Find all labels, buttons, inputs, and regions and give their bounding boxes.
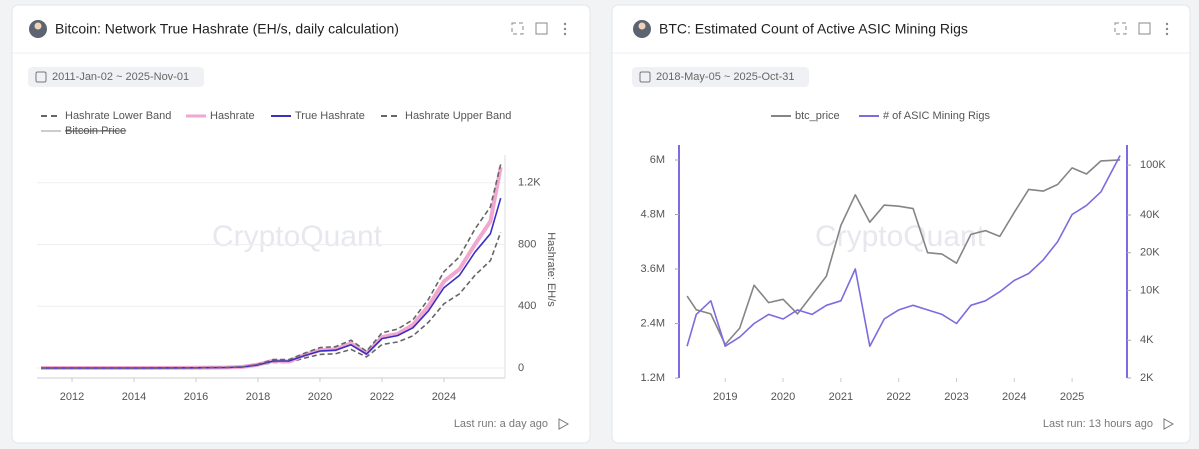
date-pill[interactable] bbox=[632, 67, 809, 87]
x-tick-label: 2012 bbox=[60, 391, 84, 403]
y-tick-label: 3.6M bbox=[641, 263, 665, 275]
x-tick-label: 2022 bbox=[370, 391, 394, 403]
y-tick-label: 800 bbox=[518, 238, 536, 250]
legend-label[interactable]: Hashrate bbox=[210, 110, 255, 122]
x-tick-label: 2024 bbox=[432, 391, 456, 403]
y-tick-label: 1.2K bbox=[518, 177, 541, 189]
menu-icon[interactable] bbox=[563, 22, 567, 36]
x-tick-label: 2016 bbox=[184, 391, 208, 403]
open-icon[interactable] bbox=[1138, 22, 1151, 35]
y-tick-label: 400 bbox=[518, 300, 536, 312]
series-line bbox=[686, 155, 1121, 347]
y2-tick-label: 100K bbox=[1140, 159, 1166, 171]
fullscreen-icon[interactable] bbox=[511, 22, 524, 35]
legend-label[interactable]: btc_price bbox=[795, 110, 840, 122]
y2-tick-label: 2K bbox=[1140, 372, 1154, 384]
y-tick-label: 6M bbox=[650, 154, 665, 166]
legend-label[interactable]: Bitcoin Price bbox=[65, 125, 126, 137]
date-range: 2011-Jan-02 ~ 2025-Nov-01 bbox=[52, 71, 189, 83]
legend-label[interactable]: Hashrate Lower Band bbox=[65, 110, 171, 122]
y-tick-label: 0 bbox=[518, 362, 524, 374]
x-tick-label: 2019 bbox=[713, 391, 737, 403]
chart-title: BTC: Estimated Count of Active ASIC Mini… bbox=[659, 21, 968, 37]
fullscreen-icon[interactable] bbox=[1114, 22, 1127, 35]
y2-tick-label: 10K bbox=[1140, 284, 1160, 296]
legend-label[interactable]: # of ASIC Mining Rigs bbox=[883, 110, 990, 122]
y-axis-title: Hashrate: EH/s bbox=[545, 232, 557, 307]
calendar-icon bbox=[639, 71, 651, 83]
y2-tick-label: 4K bbox=[1140, 334, 1154, 346]
chart-title: Bitcoin: Network True Hashrate (EH/s, da… bbox=[55, 21, 399, 37]
last-run: Last run: a day ago bbox=[454, 418, 548, 430]
run-icon[interactable] bbox=[558, 418, 570, 430]
x-tick-label: 2018 bbox=[246, 391, 270, 403]
watermark: CryptoQuant bbox=[815, 220, 986, 253]
x-tick-label: 2020 bbox=[308, 391, 332, 403]
avatar-face bbox=[34, 22, 42, 30]
date-range: 2018-May-05 ~ 2025-Oct-31 bbox=[656, 71, 795, 83]
card bbox=[611, 4, 1191, 444]
date-pill[interactable] bbox=[28, 67, 204, 87]
card bbox=[11, 4, 591, 444]
x-tick-label: 2014 bbox=[122, 391, 146, 403]
x-tick-label: 2025 bbox=[1060, 391, 1084, 403]
avatar-face bbox=[638, 22, 646, 30]
menu-icon[interactable] bbox=[1165, 22, 1169, 36]
series-line bbox=[41, 164, 502, 369]
y-tick-label: 1.2M bbox=[641, 372, 665, 384]
watermark: CryptoQuant bbox=[212, 220, 383, 253]
y-tick-label: 4.8M bbox=[641, 208, 665, 220]
run-icon[interactable] bbox=[1163, 418, 1175, 430]
y-tick-label: 2.4M bbox=[641, 317, 665, 329]
legend-label[interactable]: Hashrate Upper Band bbox=[405, 110, 511, 122]
x-tick-label: 2022 bbox=[886, 391, 910, 403]
x-tick-label: 2021 bbox=[829, 391, 853, 403]
x-tick-label: 2020 bbox=[771, 391, 795, 403]
last-run: Last run: 13 hours ago bbox=[1043, 418, 1153, 430]
y2-tick-label: 20K bbox=[1140, 247, 1160, 259]
series-line bbox=[686, 159, 1121, 346]
y2-tick-label: 40K bbox=[1140, 209, 1160, 221]
calendar-icon bbox=[35, 71, 47, 83]
open-icon[interactable] bbox=[535, 22, 548, 35]
x-tick-label: 2024 bbox=[1002, 391, 1026, 403]
x-tick-label: 2023 bbox=[944, 391, 968, 403]
legend-label[interactable]: True Hashrate bbox=[295, 110, 365, 122]
